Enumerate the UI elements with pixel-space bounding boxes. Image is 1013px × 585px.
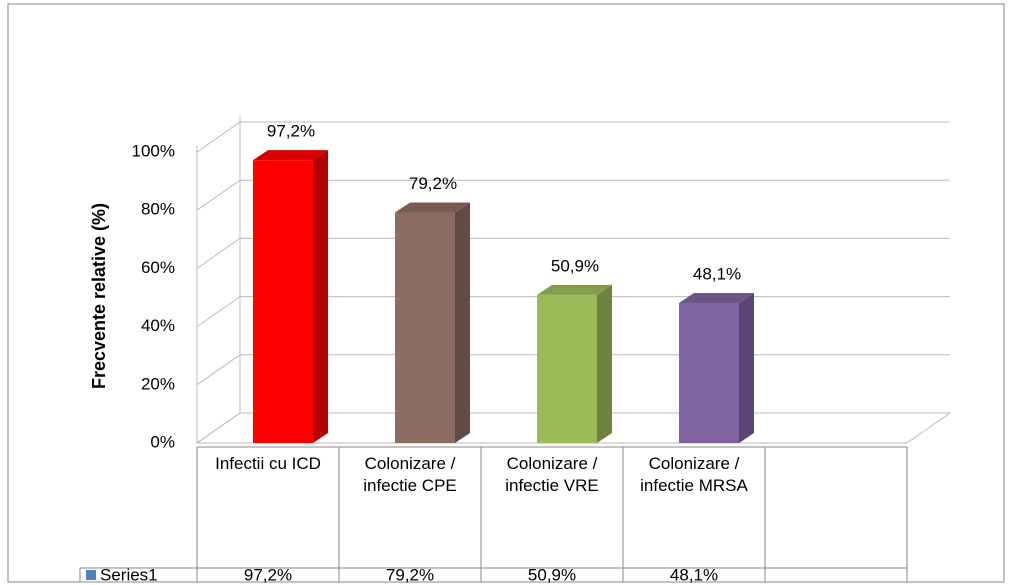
bar-front (253, 160, 313, 443)
bar-top (395, 202, 470, 213)
data-label: 97,2% (267, 122, 315, 141)
x-tick-label: Colonizare / infectie MRSA (640, 454, 748, 495)
grid-line (196, 179, 950, 211)
x-tick-label: Infectii cu ICD (215, 454, 321, 473)
grid-line (196, 237, 950, 269)
y-tick-label: 40% (141, 316, 175, 335)
y-tick-label: 20% (141, 374, 175, 393)
table-value: 79,2% (386, 565, 434, 584)
bar (679, 293, 754, 443)
data-label: 50,9% (551, 256, 599, 275)
y-tick-label: 100% (132, 141, 175, 160)
data-label: 48,1% (693, 265, 741, 284)
y-tick-label: 60% (141, 258, 175, 277)
x-tick-label: Colonizare / infectie CPE (363, 454, 457, 495)
x-tick-label: Colonizare / infectie VRE (505, 454, 599, 495)
bar-top (537, 284, 612, 295)
legend-swatch (86, 570, 96, 580)
frame (7, 3, 1005, 583)
bar-side (313, 150, 328, 443)
bar (537, 284, 612, 443)
y-tick-label: 80% (141, 200, 175, 219)
bar (395, 202, 470, 443)
bar-top (253, 150, 328, 161)
bar-front (679, 303, 739, 443)
bar (253, 150, 328, 443)
bar-side (739, 293, 754, 443)
legend-label: Series1 (100, 565, 158, 584)
bar-top (679, 293, 754, 304)
bar-side (455, 202, 470, 443)
table-value: 50,9% (528, 565, 576, 584)
bar-front (537, 294, 597, 443)
data-label: 79,2% (409, 174, 457, 193)
grid-line (196, 121, 950, 153)
bar-side (597, 284, 612, 443)
y-axis-label: Frecvente relative (%) (89, 203, 109, 389)
bar-front (395, 212, 455, 443)
table-value: 97,2% (244, 565, 292, 584)
y-tick-label: 0% (150, 432, 175, 451)
table-value: 48,1% (670, 565, 718, 584)
